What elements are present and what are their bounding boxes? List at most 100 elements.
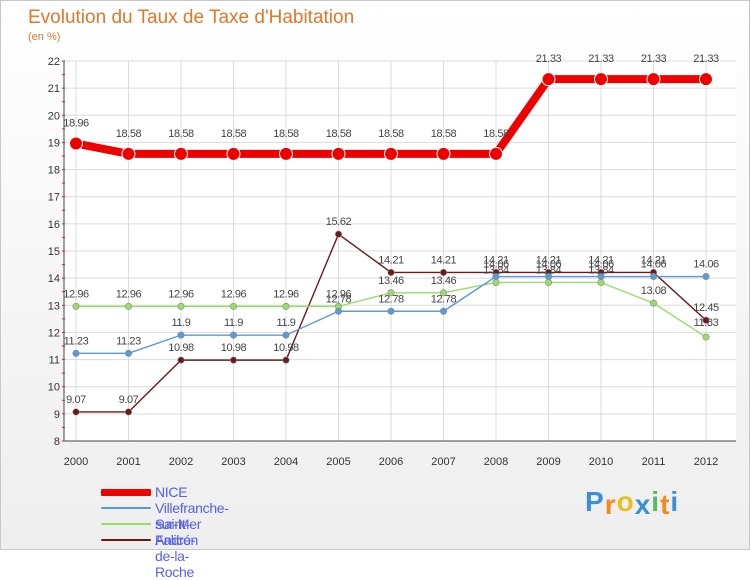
data-point [492, 278, 500, 286]
logo-letter: P [585, 486, 605, 517]
data-point [230, 331, 238, 339]
data-point [279, 146, 293, 161]
data-label: 18.58 [273, 128, 299, 140]
data-point [72, 408, 80, 416]
y-tick-label: 15 [48, 246, 60, 258]
data-point [121, 146, 136, 161]
data-point [702, 273, 710, 281]
data-label: 21.33 [536, 53, 562, 65]
data-point [384, 146, 398, 161]
y-tick-label: 8 [54, 436, 60, 448]
data-label: 11.23 [116, 335, 141, 347]
data-point [387, 307, 395, 315]
logo-letter: i [651, 486, 661, 517]
data-label: 14.21 [431, 254, 457, 266]
data-point [649, 273, 657, 281]
logo-letter: t [660, 489, 671, 520]
data-label: 12.78 [378, 293, 404, 305]
y-tick-label: 11 [49, 355, 60, 367]
data-label: 18.58 [326, 128, 352, 140]
data-point [334, 230, 342, 238]
data-label: 10.98 [221, 342, 247, 354]
data-label: 11.9 [172, 317, 191, 329]
logo-letter: o [616, 486, 635, 517]
y-tick-label: 16 [48, 219, 60, 231]
line-chart: 8 9 10 11 12 13 14 15 16 17 18 19 20 21 22 2000 2001 2002… [48, 53, 736, 468]
data-point [489, 146, 503, 161]
data-label: 18.58 [431, 128, 457, 140]
data-label: 11.83 [694, 317, 719, 329]
data-point [282, 331, 290, 339]
data-point [597, 278, 605, 286]
x-tick-label: 2009 [536, 456, 560, 468]
x-tick-label: 2006 [379, 456, 403, 468]
data-label: 13.46 [431, 275, 457, 287]
data-label: 12.45 [693, 302, 719, 314]
data-label: 12.78 [431, 293, 457, 305]
data-label: 9.07 [66, 394, 86, 406]
x-tick-label: 2003 [221, 456, 245, 468]
x-tick-label: 2005 [326, 456, 350, 468]
x-tick-label: 2012 [694, 456, 718, 468]
x-tick-label: 2004 [274, 456, 298, 468]
data-point [230, 302, 238, 310]
data-point [492, 273, 500, 281]
data-point [649, 299, 657, 307]
legend-swatch [101, 488, 151, 496]
y-tick-label: 13 [48, 300, 60, 312]
data-label: 14.21 [641, 254, 667, 266]
x-tick-label: 2010 [589, 456, 613, 468]
y-tick-label: 14 [48, 273, 60, 285]
legend-swatch [101, 507, 151, 509]
y-tick-label: 17 [48, 192, 60, 204]
data-point [125, 349, 133, 357]
data-label: 13.08 [641, 285, 667, 297]
data-point [699, 72, 713, 87]
data-label: 13.46 [378, 275, 404, 287]
x-tick-label: 2002 [169, 456, 193, 468]
data-label: 18.96 [63, 118, 89, 130]
data-point [331, 146, 346, 161]
data-point [230, 356, 238, 364]
data-point [702, 316, 710, 324]
x-tick-label: 2011 [642, 456, 666, 468]
data-point [125, 302, 133, 310]
data-label: 18.58 [378, 128, 404, 140]
legend-label: Villefranche-sur-Mer [155, 500, 229, 532]
data-label: 14.06 [536, 259, 562, 271]
data-label: 21.33 [641, 53, 667, 65]
data-point [69, 136, 83, 151]
data-point [436, 146, 451, 161]
data-label: 11.23 [64, 335, 89, 347]
data-point [125, 408, 133, 416]
x-tick-label: 2001 [116, 456, 140, 468]
data-point [439, 289, 447, 297]
data-label: 14.06 [693, 259, 719, 271]
data-point [177, 331, 185, 339]
data-point [544, 273, 552, 281]
legend-swatch [101, 523, 151, 525]
data-label: 12.96 [168, 288, 194, 300]
data-label: 13.84 [588, 264, 614, 276]
data-label: 18.58 [483, 128, 509, 140]
y-tick-label: 19 [48, 137, 60, 149]
y-tick-label: 12 [48, 327, 60, 339]
data-label: 14.21 [536, 254, 562, 266]
data-label: 14.06 [483, 259, 509, 271]
data-point [387, 289, 395, 297]
data-label: 12.78 [326, 293, 352, 305]
y-tick-label: 10 [48, 382, 60, 394]
data-label: 13.84 [483, 264, 509, 276]
data-point [177, 356, 185, 364]
data-point [282, 302, 290, 310]
data-point [177, 302, 185, 310]
legend-swatch [101, 539, 151, 541]
data-point [541, 72, 556, 87]
x-tick-label: 2008 [484, 456, 508, 468]
data-label: 9.07 [119, 394, 139, 406]
legend-label: NICE [155, 484, 188, 500]
data-label: 12.96 [221, 288, 247, 300]
legend-label: Saint-André-de-la-Roche [155, 516, 196, 580]
data-label: 14.21 [378, 254, 404, 266]
